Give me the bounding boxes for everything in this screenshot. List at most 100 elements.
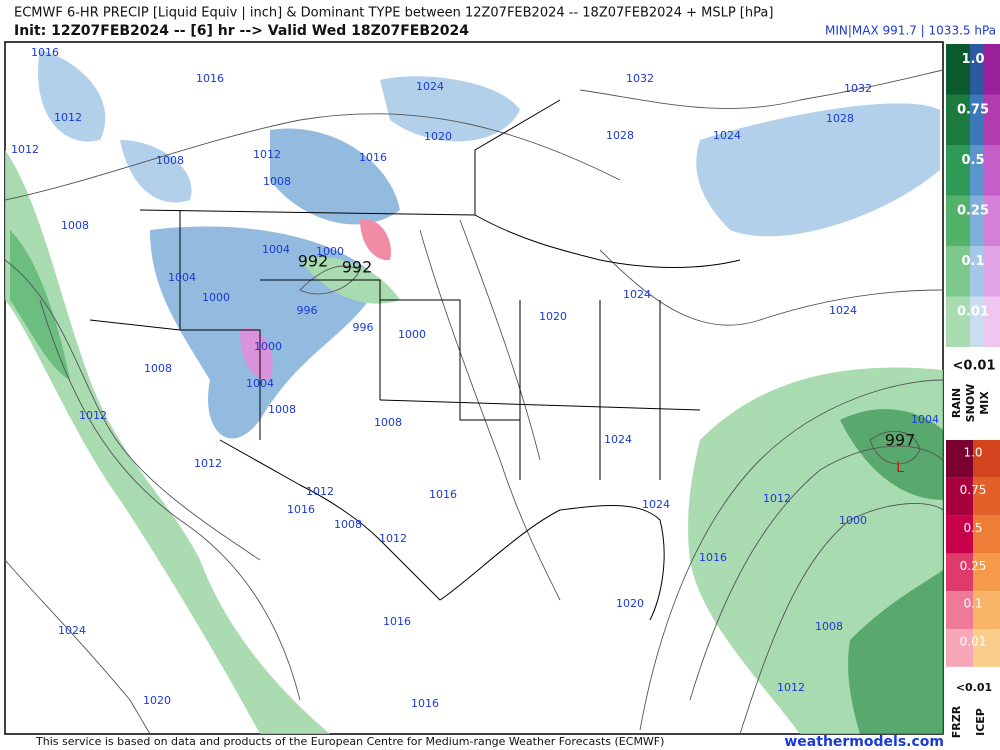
- isobar-label: 1012: [11, 143, 39, 156]
- legend-swatch: [970, 44, 984, 95]
- isobar-label: 1004: [246, 377, 274, 390]
- legend-min: <0.01: [953, 359, 996, 374]
- isobar-label: 1016: [359, 151, 387, 164]
- isobar-label: 1000: [202, 291, 230, 304]
- isobar-label: 1008: [268, 403, 296, 416]
- legend-swatch: [946, 515, 973, 554]
- isobar-label: 1012: [253, 148, 281, 161]
- isobar-label: 1008: [61, 219, 89, 232]
- precip-areas: [5, 50, 943, 734]
- legend-swatch: [946, 629, 973, 667]
- legend-label: 0.25: [960, 559, 987, 573]
- isobar-label: 1032: [844, 82, 872, 95]
- isobar-label: 1008: [334, 518, 362, 531]
- isobar-label: 1024: [829, 304, 857, 317]
- legend-swatch: [970, 145, 984, 196]
- isobar-label: 1012: [79, 409, 107, 422]
- isobar-label: 1012: [306, 485, 334, 498]
- legend-swatch: [973, 477, 1000, 516]
- legend-swatch: [946, 94, 970, 145]
- isobar-label: 1008: [263, 175, 291, 188]
- isobar-label: 1016: [287, 503, 315, 516]
- legend-swatch: [973, 515, 1000, 554]
- isobar-label: 1004: [168, 271, 196, 284]
- legend-label: 0.1: [963, 597, 982, 611]
- isobar-label: 1008: [156, 154, 184, 167]
- legend-swatch: [984, 296, 1000, 347]
- legend-swatch: [970, 94, 984, 145]
- title-line-2: Init: 12Z07FEB2024 -- [6] hr --> Valid W…: [14, 23, 469, 39]
- legend-swatch: [970, 195, 984, 246]
- legend-swatch: [946, 246, 970, 297]
- footer-credit: This service is based on data and produc…: [35, 735, 664, 748]
- legend-type: SNOW: [964, 384, 977, 423]
- borders: [89, 99, 741, 621]
- legend: 1.0 0.75 0.5 0.25 0.1 0.01 <0.01 RAIN SNOW MIX 1.0…: [945, 42, 1000, 738]
- legend-label: 0.5: [963, 521, 982, 535]
- legend-type: RAIN: [950, 388, 963, 418]
- legend-label: 0.1: [961, 254, 984, 269]
- isobar-label: 1024: [58, 624, 86, 637]
- isobars: [4, 69, 944, 735]
- legend-swatch: [970, 246, 984, 297]
- pressure-center: 997: [885, 431, 916, 450]
- isobar-label: 1012: [194, 457, 222, 470]
- legend-swatch: [946, 145, 970, 196]
- isobar-label: 1016: [699, 551, 727, 564]
- legend-swatch: [984, 94, 1000, 145]
- isobar-label: 1024: [416, 80, 444, 93]
- legend-swatch: [946, 296, 970, 347]
- isobar-label: 1012: [777, 681, 805, 694]
- legend-swatch: [946, 553, 973, 592]
- isobar-label: 1020: [539, 310, 567, 323]
- legend-swatch: [973, 591, 1000, 629]
- legend-label: 0.01: [957, 304, 989, 319]
- isobar-label: 1004: [911, 413, 939, 426]
- isobar-label: 1016: [383, 615, 411, 628]
- isobar-label: 1028: [826, 112, 854, 125]
- legend-label: 0.5: [961, 153, 984, 168]
- isobar-label: 1012: [54, 111, 82, 124]
- isobar-label: 1016: [196, 72, 224, 85]
- legend-swatch: [946, 44, 970, 95]
- legend-swatch: [984, 145, 1000, 196]
- legend-label: 0.75: [960, 483, 987, 497]
- legend-swatch: [984, 246, 1000, 297]
- isobar-label: 1020: [143, 694, 171, 707]
- pressure-center: 992: [342, 258, 373, 277]
- legend-label: 0.75: [957, 102, 989, 117]
- legend-swatch: [984, 44, 1000, 95]
- isobar-label: 1008: [144, 362, 172, 375]
- legend-swatch: [946, 195, 970, 246]
- isobar-label: 996: [297, 304, 318, 317]
- legend-type: FRZR: [950, 705, 963, 738]
- isobar-label: 1000: [398, 328, 426, 341]
- legend-swatch: [946, 440, 973, 478]
- legend-swatch: [973, 553, 1000, 592]
- legend-label: 0.01: [960, 634, 987, 648]
- legend-swatch: [984, 195, 1000, 246]
- footer-site: weathermodels.com: [784, 734, 944, 750]
- legend-type: ICEP: [974, 708, 987, 736]
- isobar-label: 1000: [839, 514, 867, 527]
- legend-swatch: [973, 629, 1000, 667]
- low-marker: L: [896, 460, 904, 476]
- isobar-label: 1024: [604, 433, 632, 446]
- title-line-1: ECMWF 6-HR PRECIP [Liquid Equiv | inch] …: [14, 6, 773, 21]
- pressure-center: 992: [298, 252, 329, 271]
- isobar-label: 996: [353, 321, 374, 334]
- isobar-label: 1004: [262, 243, 290, 256]
- isobar-label: 1012: [763, 492, 791, 505]
- legend-swatch: [973, 440, 1000, 478]
- map: 1016 1016 1024 1032 1032 1012 1020 1028 1024 1028…: [4, 41, 944, 735]
- isobar-label: 1000: [254, 340, 282, 353]
- isobar-label: 1020: [616, 597, 644, 610]
- legend-type: MIX: [978, 391, 991, 415]
- isobar-label: 1008: [815, 620, 843, 633]
- legend-swatch: [946, 477, 973, 516]
- legend-label: 1.0: [961, 52, 984, 67]
- isobar-label: 1024: [642, 498, 670, 511]
- legend-min: <0.01: [956, 681, 992, 694]
- isobar-label: 1020: [424, 130, 452, 143]
